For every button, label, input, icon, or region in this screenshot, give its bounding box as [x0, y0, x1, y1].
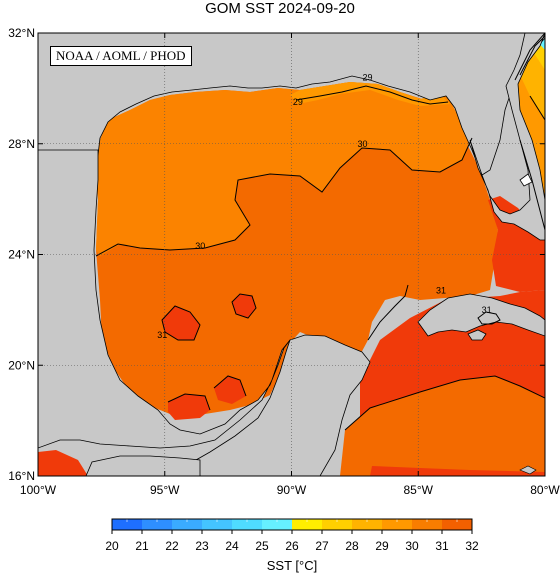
lon-tick-label: 95°W [150, 483, 180, 497]
contour-29-north [295, 85, 449, 105]
contour-31-west [161, 305, 201, 341]
colorbar-segment [322, 519, 353, 530]
contour-label: 29 [293, 97, 303, 107]
sst-31-patch-pacific-corner [38, 450, 88, 476]
colorbar-tick-label: 25 [255, 539, 269, 553]
colorbar-tick-label: 21 [135, 539, 149, 553]
contour-label: 31 [436, 285, 446, 295]
colorbar-tick-label: 28 [345, 539, 359, 553]
lon-tick-label: 85°W [404, 483, 434, 497]
lat-tick-label: 16°N [8, 469, 35, 483]
colorbar-tick-label: 27 [315, 539, 329, 553]
sst-31-patch-west [162, 306, 200, 340]
contour-31-caribbean [344, 375, 545, 431]
contour-31-central [231, 293, 257, 319]
colorbar-segment [202, 519, 233, 530]
land-jamaica [519, 465, 537, 475]
lat-tick-label: 20°N [8, 358, 35, 372]
colorbar-tick-label: 23 [195, 539, 209, 553]
lat-tick-label: 32°N [8, 26, 35, 40]
colorbar-segment [112, 519, 143, 530]
lat-tick-label: 28°N [8, 137, 35, 151]
lon-tick-label: 90°W [277, 483, 307, 497]
gulf-water-29-30 [96, 82, 470, 256]
colorbar-segment [142, 519, 173, 530]
axis-ticks [37, 32, 546, 477]
contour-atlantic-3 [519, 139, 545, 231]
lat-tick-label: 24°N [8, 248, 35, 262]
colorbar-segment [442, 519, 473, 530]
credit-label: NOAA / AOML / PHOD [50, 46, 192, 66]
colorbar: 20 21 22 23 24 25 26 27 28 29 30 31 32 SST [°C] [105, 518, 479, 573]
contour-atlantic-2 [519, 35, 545, 76]
contour-label: 31 [157, 330, 167, 340]
colorbar-segment [412, 519, 443, 530]
colorbar-segment [232, 519, 263, 530]
colorbar-segment [382, 519, 413, 530]
contour-31-southwest [167, 393, 211, 411]
contour-label: 30 [357, 139, 367, 149]
colorbar-tick-label: 22 [165, 539, 179, 553]
map-title: GOM SST 2024-09-20 [205, 0, 355, 17]
lon-tick-label: 80°W [530, 483, 560, 497]
land-bahamas [519, 173, 533, 187]
colorbar-tick-label: 29 [375, 539, 389, 553]
colorbar-segment [292, 519, 323, 530]
colorbar-segment [172, 519, 203, 530]
colorbar-tick-label: 31 [435, 539, 449, 553]
axis-labels: 100°W 95°W 90°W 85°W 80°W 32°N 28°N 24°N 20°N 16°… [8, 26, 560, 497]
contour-labels: 29 29 30 30 31 31 31 [157, 72, 492, 340]
caribbean-31-lower [370, 466, 545, 476]
colorbar-tick-label: 24 [225, 539, 239, 553]
contour-atlantic-4 [529, 95, 545, 121]
sst-31-patch-south [214, 376, 246, 404]
colorbar-label: SST [°C] [267, 558, 317, 573]
contour-30 [95, 137, 473, 257]
land-usa [38, 33, 545, 176]
contour-label: 31 [482, 305, 492, 315]
colorbar-segment [352, 519, 383, 530]
contour-31-yucatan-channel [367, 284, 409, 341]
land-florida [469, 33, 545, 241]
colorbar-tick-label: 26 [285, 539, 299, 553]
lon-tick-label: 100°W [20, 483, 57, 497]
colorbar-tick-label: 20 [105, 539, 119, 553]
colorbar-tick-label: 30 [405, 539, 419, 553]
sst-31-patch-southwest [168, 394, 210, 420]
land-mexico-west [38, 149, 291, 449]
contour-31-south [213, 375, 247, 397]
contour-31-cuba [477, 311, 501, 325]
land-yucatan [195, 334, 371, 476]
contour-atlantic-1 [514, 33, 545, 81]
sst-31-patch-central [232, 294, 256, 318]
gridlines [38, 33, 545, 476]
contour-label: 30 [195, 241, 205, 251]
colorbar-segment [262, 519, 293, 530]
contour-label: 29 [363, 72, 373, 82]
gulf-water-28-29 [290, 82, 450, 106]
land-isle-of-youth [467, 329, 487, 341]
colorbar-tick-label: 32 [465, 539, 479, 553]
caribbean-30-31-zone [340, 376, 545, 476]
